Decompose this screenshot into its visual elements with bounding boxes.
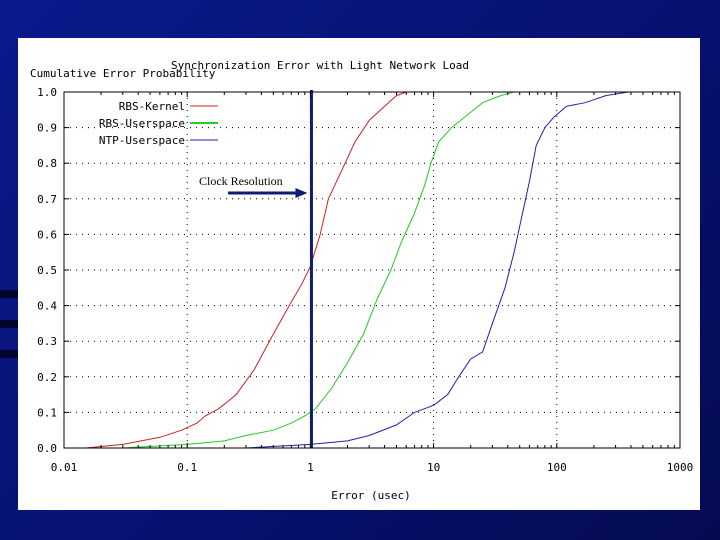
cdf-chart: Clock Resolution 0.00.10.20.30.40.50.60.…	[30, 59, 693, 502]
legend-label: NTP-Userspace	[99, 134, 185, 147]
y-axis-label: Cumulative Error Probability	[30, 67, 216, 80]
legend: RBS-Kernel RBS-Userspace NTP-Userspace	[99, 100, 218, 147]
y-tick-label: 1.0	[37, 86, 57, 99]
y-tick-label: 0.0	[37, 442, 57, 455]
x-tick-label: 0.01	[51, 461, 78, 474]
y-tick-label: 0.6	[37, 228, 57, 241]
x-tick-label: 0.1	[177, 461, 197, 474]
x-tick-label: 10	[427, 461, 440, 474]
grid-layer	[64, 92, 680, 448]
y-tick-label: 0.5	[37, 264, 57, 277]
y-tick-label: 0.3	[37, 335, 57, 348]
y-tick-label: 0.4	[37, 300, 57, 313]
series-line-rbs-userspace	[122, 91, 515, 449]
legend-label: RBS-Userspace	[99, 117, 185, 130]
legend-label: RBS-Kernel	[119, 100, 185, 113]
y-tick-label: 0.1	[37, 406, 57, 419]
y-tick-label: 0.8	[37, 157, 57, 170]
clock-resolution-arrow-head	[295, 188, 308, 198]
y-tick-label: 0.2	[37, 371, 57, 384]
slide-edge-bar	[0, 320, 18, 328]
x-tick-label: 100	[547, 461, 567, 474]
clock-resolution-label: Clock Resolution	[199, 174, 283, 188]
series-line-ntp-userspace	[245, 91, 629, 449]
annotation-layer: Clock Resolution	[199, 90, 313, 448]
x-tick-label: 1000	[667, 461, 694, 474]
slide-edge-bar	[0, 350, 18, 358]
x-axis-label: Error (usec)	[331, 489, 410, 502]
y-tick-label: 0.9	[37, 122, 57, 135]
series-line-rbs-kernel	[85, 91, 407, 449]
chart-panel: Clock Resolution 0.0 0.1 0.2 0.3 0.4 0.5 0.6 0.…	[18, 38, 700, 510]
series-layer	[85, 91, 629, 449]
slide-edge-bar	[0, 290, 18, 298]
tick-layer: 0.0 0.1 0.2 0.3 0.4 0.5 0.6 0.7 0.8 0.9 1.0 0.01 0.1…	[37, 86, 693, 474]
x-tick-label: 1	[307, 461, 314, 474]
y-tick-label: 0.7	[37, 193, 57, 206]
chart-title: Synchronization Error with Light Network…	[171, 59, 469, 72]
